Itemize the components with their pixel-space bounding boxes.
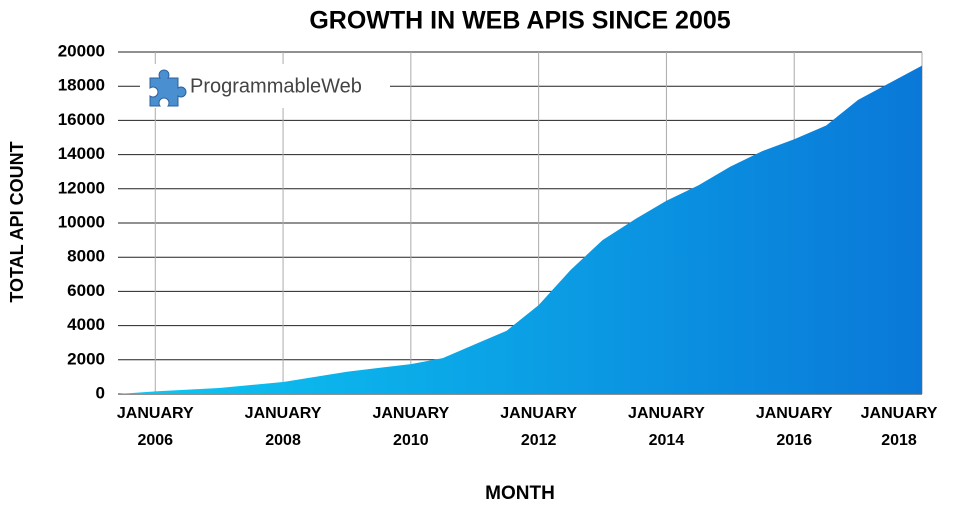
y-tick-label: 8000: [67, 247, 105, 266]
x-tick-label: JANUARY 2012: [500, 405, 577, 449]
y-tick-label: 4000: [67, 315, 105, 334]
y-tick-label: 10000: [58, 212, 105, 231]
y-tick-label: 14000: [58, 144, 105, 163]
x-tick-label: JANUARY 2016: [755, 405, 833, 449]
logo-icon: [149, 69, 187, 107]
y-tick-label: 6000: [67, 281, 105, 300]
x-tick-label: JANUARY 2018: [860, 405, 938, 449]
y-axis-label: TOTAL API COUNT: [7, 141, 27, 302]
area: [118, 65, 922, 395]
x-axis-label: MONTH: [485, 483, 555, 504]
logo-background: [140, 64, 390, 108]
logo-text: ProgrammableWeb: [190, 75, 362, 97]
x-tick-label: JANUARY 2010: [372, 405, 450, 449]
y-tick-label: 0: [96, 383, 105, 402]
x-tick-label: JANUARY 2008: [244, 405, 322, 449]
logo: ProgrammableWeb: [140, 64, 390, 108]
y-tick-label: 16000: [58, 110, 105, 129]
chart-title: GROWTH IN WEB APIS SINCE 2005: [309, 7, 730, 35]
y-tick-label: 2000: [67, 349, 105, 368]
y-tick-label: 12000: [58, 178, 105, 197]
x-tick-label: JANUARY 2006: [116, 405, 194, 449]
y-tick-label: 18000: [58, 76, 105, 95]
x-tick-label: JANUARY 2014: [628, 405, 705, 449]
y-tick-label: 20000: [58, 41, 105, 60]
